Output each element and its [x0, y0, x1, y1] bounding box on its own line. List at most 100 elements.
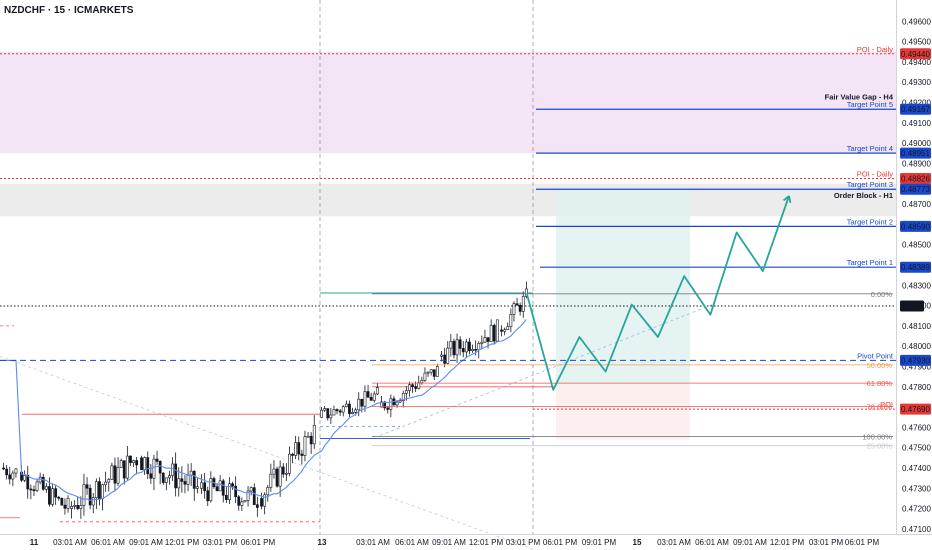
candle [224, 494, 228, 500]
time-tick-label: 12:01 PM [770, 538, 805, 547]
price-tick-label: 0.49600 [902, 17, 931, 26]
candle [404, 390, 408, 394]
price-axis[interactable]: 0.47100 0.47200 0.47300 0.47400 0.47500 0.476… [896, 0, 932, 534]
pivot-level-price-tag [900, 354, 931, 366]
candle [300, 453, 304, 456]
candle [366, 391, 370, 398]
time-tick-label: 03:01 PM [809, 538, 844, 547]
target-level-label: Target Point 5 [847, 100, 893, 109]
time-tick-label: 03:01 PM [506, 538, 541, 547]
candle [411, 384, 414, 387]
price-tick-label: 0.47100 [902, 525, 931, 534]
candle [329, 414, 333, 419]
candle [468, 341, 471, 352]
candle [288, 453, 291, 474]
candle [41, 476, 45, 490]
candle [200, 482, 203, 489]
candle [344, 403, 348, 408]
candle [360, 398, 364, 407]
candle [168, 475, 171, 479]
long-position-stop-box [556, 383, 690, 440]
time-tick-label: 03:01 PM [203, 538, 238, 547]
candle [255, 504, 259, 508]
candle [107, 479, 111, 483]
poi-level-label: POI [880, 400, 893, 409]
time-tick-label: 06:01 PM [845, 538, 880, 547]
projected-path-arrowhead [783, 195, 792, 203]
candle [152, 458, 156, 479]
fib-level-label: 0.00% [871, 290, 893, 299]
candle [104, 481, 108, 486]
candle [161, 472, 165, 483]
time-tick-label: 09:01 AM [733, 538, 767, 547]
target-level-price-tag [900, 103, 931, 115]
candle [455, 339, 459, 356]
candle [471, 349, 474, 352]
candle [423, 372, 427, 381]
price-tick-label: 0.49400 [902, 58, 931, 67]
projected-path-layer [526, 195, 792, 391]
candle [395, 401, 399, 406]
poi-level-price-tag [900, 172, 931, 184]
candle [398, 400, 402, 403]
target-level-price-tag [900, 220, 931, 232]
candle [278, 466, 282, 487]
candle [506, 326, 510, 330]
candle [132, 460, 135, 463]
price-tick-label: 0.48900 [902, 159, 931, 168]
candle [408, 384, 411, 391]
price-tick-label: 0.47500 [902, 444, 931, 453]
candle [186, 475, 190, 485]
candle [363, 391, 367, 407]
time-tick-label: 09:01 AM [129, 538, 163, 547]
poi-level-label: POI - Daily [857, 169, 894, 178]
price-tick-label: 0.47600 [902, 423, 931, 432]
zone-label-label: Fair Value Gap - H4 [825, 93, 894, 102]
price-tick-label: 0.49100 [902, 119, 931, 128]
price-tick-label: 0.48000 [902, 342, 931, 351]
candle [440, 354, 443, 357]
price-tick-label: 0.47900 [902, 362, 931, 371]
time-tick-label: 03:01 AM [356, 538, 390, 547]
price-tick-label: 0.48300 [902, 281, 931, 290]
candle [2, 467, 5, 470]
time-tick-label: 03:01 AM [657, 538, 691, 547]
target-level-price-tag [900, 261, 931, 273]
time-axis[interactable]: 11 03:01 AM 06:01 AM 09:01 AM 12:01 PM 03:01 … [0, 534, 932, 548]
time-tick-label: 13 [318, 538, 327, 547]
candle [76, 505, 80, 509]
chart-title: NZDCHF · 15 · ICMARKETS [4, 5, 134, 16]
candle [243, 500, 247, 503]
candle [429, 369, 433, 373]
target-level-price-text: 0.48389 [901, 263, 930, 272]
candle [486, 337, 490, 342]
target-level-price-text: 0.49167 [901, 105, 930, 114]
price-tick-label: 0.48100 [902, 322, 931, 331]
time-tick-label: 09:01 AM [432, 538, 466, 547]
fib-level-label: 61.80% [867, 379, 893, 388]
candle [386, 407, 390, 410]
candle [449, 341, 453, 349]
candle [306, 435, 310, 438]
fib-level-label: 25.00% [867, 442, 893, 451]
candle [70, 506, 73, 509]
pivot-level-label: Pivot Point [857, 351, 894, 360]
candle [215, 486, 219, 492]
target-level-label: Target Point 3 [847, 180, 893, 189]
poi-level-price-text: 0.49440 [901, 50, 930, 59]
zones-layer [0, 51, 896, 440]
candle [26, 474, 30, 490]
candle [401, 393, 405, 402]
candle [129, 455, 132, 463]
candle [234, 485, 238, 498]
candle [113, 465, 117, 484]
candle [303, 436, 307, 456]
candle [414, 386, 418, 389]
candle [489, 324, 493, 342]
candle [341, 406, 345, 413]
target-level-label: Target Point 4 [847, 144, 893, 153]
candle [5, 468, 9, 476]
candle [240, 501, 244, 506]
price-tick-label: 0.47200 [902, 505, 931, 514]
candle [140, 457, 143, 471]
